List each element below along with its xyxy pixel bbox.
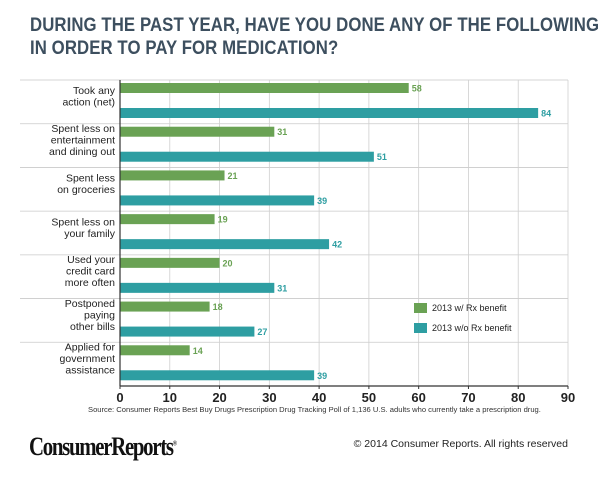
bar-value-label: 39 [317, 371, 327, 381]
bar-without-rx [120, 195, 315, 206]
bar-value-label: 31 [277, 127, 287, 137]
category-label-line: Postponed [65, 298, 115, 310]
x-tick-label: 80 [511, 390, 525, 405]
bar-with-rx [120, 126, 275, 137]
bar-with-rx [120, 257, 220, 268]
chart-title-line-2: IN ORDER TO PAY FOR MEDICATION? [30, 37, 339, 59]
bar-without-rx [120, 370, 315, 381]
consumer-reports-logo: ConsumerReports® [29, 432, 177, 461]
category-label-line: entertainment [51, 135, 115, 147]
category-label-line: Took any [73, 85, 116, 97]
bar-value-label: 27 [257, 327, 267, 337]
legend-label: 2013 w/ Rx benefit [432, 303, 507, 313]
category-label-line: Spent less on [51, 123, 115, 135]
category-label: Postponed paying other bills [65, 298, 115, 333]
bar-with-rx [120, 214, 215, 225]
bar-value-label: 58 [412, 84, 422, 94]
bar-without-rx [120, 108, 539, 118]
x-tick-label: 50 [362, 390, 376, 405]
category-label: Applied for government assistance [60, 342, 116, 377]
source-note: Source: Consumer Reports Best Buy Drugs … [88, 405, 541, 414]
legend-swatch [414, 323, 427, 333]
x-tick-label: 40 [312, 390, 326, 405]
category-label-line: paying [84, 309, 115, 321]
category-label-line: on groceries [57, 184, 115, 196]
legend-label: 2013 w/o Rx benefit [432, 323, 512, 333]
chart-title-line-1: DURING THE PAST YEAR, HAVE YOU DONE ANY … [30, 14, 598, 36]
category-label-line: Spent less [66, 173, 115, 185]
bar-value-label: 19 [218, 215, 228, 225]
category-label: Spent less on groceries [57, 173, 115, 197]
category-label-line: action (net) [62, 97, 115, 109]
x-tick-label: 70 [461, 390, 475, 405]
bar-without-rx [120, 151, 374, 162]
category-label: Took any action (net) [62, 85, 115, 109]
category-label-line: credit card [66, 266, 115, 278]
category-label-line: Used your [67, 254, 115, 266]
category-label-line: more often [65, 277, 115, 289]
copyright-text: © 2014 Consumer Reports. All rights rese… [353, 438, 568, 450]
bar-with-rx [120, 301, 210, 312]
bar-value-label: 42 [332, 240, 342, 250]
category-label: Used your credit card more often [65, 254, 116, 289]
bar-value-label: 31 [277, 283, 287, 293]
category-label: Spent less on your family [51, 216, 115, 240]
bar-value-label: 84 [541, 109, 551, 119]
bar-with-rx [120, 83, 409, 93]
bar-with-rx [120, 345, 190, 356]
bar-value-label: 39 [317, 196, 327, 206]
category-label-line: other bills [70, 321, 115, 333]
legend-swatch [414, 303, 427, 313]
category-label-line: government [60, 353, 116, 365]
bar-without-rx [120, 326, 255, 337]
category-label-line: your family [64, 228, 116, 240]
category-label-line: assistance [65, 365, 115, 377]
x-tick-label: 30 [262, 390, 276, 405]
x-tick-label: 60 [411, 390, 425, 405]
bar-value-label: 18 [213, 302, 223, 312]
logo-text: ConsumerReports [29, 432, 174, 461]
bar-value-label: 20 [223, 258, 233, 268]
bar-without-rx [120, 282, 275, 293]
bar-value-label: 14 [193, 346, 203, 356]
chart-title: DURING THE PAST YEAR, HAVE YOU DONE ANY … [30, 14, 598, 60]
x-tick-label: 90 [561, 390, 575, 405]
category-label-line: Spent less on [51, 216, 115, 228]
category-label-line: Applied for [65, 342, 116, 354]
category-label: Spent less on entertainment and dining out [49, 123, 115, 158]
category-label-line: and dining out [49, 146, 115, 158]
bar-without-rx [120, 239, 330, 250]
bar-value-label: 21 [228, 171, 238, 181]
x-tick-label: 10 [163, 390, 177, 405]
x-tick-label: 20 [212, 390, 226, 405]
x-tick-label: 0 [116, 390, 123, 405]
bar-value-label: 51 [377, 152, 387, 162]
bar-with-rx [120, 170, 225, 181]
